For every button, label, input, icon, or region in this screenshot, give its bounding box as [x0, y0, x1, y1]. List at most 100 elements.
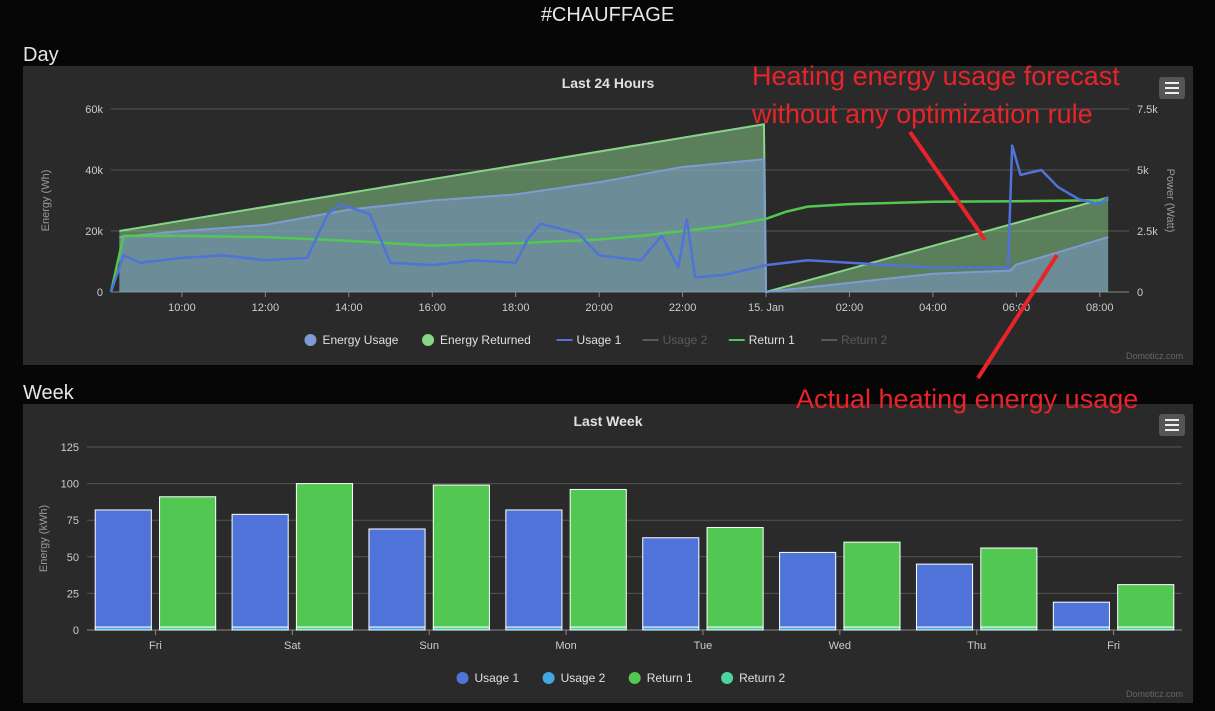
series-line-usage-1: [109, 144, 1109, 293]
x-tick-label: Thu: [967, 640, 986, 652]
section-label-day: Day: [23, 44, 59, 66]
legend-label: Energy Usage: [322, 333, 398, 347]
week-chart: Last Week 0 25 50 75 100 125 Energy (kWh) Fri Sat…: [38, 413, 1183, 699]
x-tick-label: 15. Jan: [748, 302, 784, 314]
bar-return-1: [159, 496, 217, 628]
legend-label: Usage 2: [663, 333, 708, 347]
series-line-return-1: [109, 198, 1109, 293]
y2-axis-label: Power (Watt): [1164, 169, 1176, 233]
bar-usage-2: [231, 626, 289, 631]
legend-item-usage-2[interactable]: Usage 2: [542, 671, 606, 685]
legend-item-usage-2[interactable]: Usage 2: [642, 333, 708, 347]
legend-item-energy-usage[interactable]: Energy Usage: [304, 333, 399, 347]
bar-return-2: [159, 626, 217, 631]
legend-label: Usage 1: [475, 671, 520, 685]
bar-return-2: [706, 626, 764, 631]
legend-label: Usage 2: [561, 671, 606, 685]
series-area-energy-usage: [119, 159, 1109, 292]
x-tick-label: 10:00: [168, 302, 196, 314]
day-chart: Last 24 Hours 0 20k 40k 60k 0 2.5k 5k 7.5k 10:00 1…: [40, 75, 1183, 361]
bar-usage-1: [1052, 601, 1110, 628]
y-axis-label: Energy (Wh): [40, 170, 52, 232]
x-tick-label: 14:00: [335, 302, 363, 314]
bar-usage-2: [368, 626, 426, 631]
bar-return-2: [295, 626, 354, 631]
bar-return-2: [432, 626, 490, 631]
legend-item-energy-returned[interactable]: Energy Returned: [422, 333, 531, 347]
x-tick-label: Fri: [149, 640, 162, 652]
y-tick-label: 100: [61, 479, 79, 491]
bar-return-1: [980, 547, 1038, 628]
y-tick-label: 0: [97, 287, 103, 299]
legend-label: Return 1: [749, 333, 795, 347]
bar-usage-2: [915, 626, 974, 631]
credits-label: Domoticz.com: [1126, 689, 1183, 699]
x-tick-label: 04:00: [919, 302, 947, 314]
y-tick-label: 60k: [85, 104, 103, 116]
bar-usage-1: [642, 537, 700, 628]
x-tick-label: 02:00: [836, 302, 864, 314]
legend-item-return-2[interactable]: Return 2: [821, 333, 888, 347]
day-chart-menu-icon[interactable]: [1159, 77, 1185, 99]
legend-symbol: [721, 672, 734, 684]
bar-return-1: [569, 488, 627, 628]
page-title: #CHAUFFAGE: [540, 4, 675, 26]
x-tick-label: 18:00: [502, 302, 530, 314]
y2-tick-label: 0: [1137, 287, 1143, 299]
legend-item-usage-1[interactable]: Usage 1: [556, 333, 622, 347]
x-tick-label: Tue: [694, 640, 713, 652]
bar-return-2: [569, 626, 627, 631]
legend-label: Return 2: [739, 671, 785, 685]
legend-symbol: [542, 672, 555, 684]
legend-item-usage-1[interactable]: Usage 1: [456, 671, 520, 685]
legend-symbol: [304, 334, 317, 346]
week-chart-title: Last Week: [574, 413, 643, 429]
x-tick-label: Mon: [555, 640, 576, 652]
bar-return-2: [1117, 626, 1175, 631]
y-tick-label: 125: [61, 442, 79, 454]
bar-usage-1: [779, 551, 837, 628]
y-axis-label: Energy (kWh): [38, 505, 50, 572]
x-tick-label: Fri: [1107, 640, 1120, 652]
legend-item-return-1[interactable]: Return 1: [728, 333, 795, 347]
legend-symbol: [422, 334, 435, 346]
x-tick-label: Sat: [284, 640, 301, 652]
bar-usage-1: [368, 528, 426, 628]
bar-usage-2: [642, 626, 700, 631]
bar-return-1: [432, 484, 490, 628]
y-tick-label: 50: [67, 552, 79, 564]
x-tick-label: 16:00: [418, 302, 446, 314]
x-tick-label: 12:00: [252, 302, 280, 314]
bar-return-2: [843, 626, 901, 631]
legend-label: Usage 1: [577, 333, 622, 347]
section-label-week: Week: [23, 382, 74, 404]
y-tick-label: 0: [73, 625, 79, 637]
legend-item-return-1[interactable]: Return 1: [628, 671, 693, 685]
week-chart-menu-icon[interactable]: [1159, 414, 1185, 436]
x-tick-label: Sun: [419, 640, 439, 652]
x-tick-label: 08:00: [1086, 302, 1114, 314]
y2-tick-label: 7.5k: [1137, 104, 1158, 116]
day-chart-panel: Last 24 Hours 0 20k 40k 60k 0 2.5k 5k 7.5k 10:00 1…: [23, 66, 1193, 365]
x-tick-label: Wed: [829, 640, 851, 652]
bar-return-1: [1117, 584, 1175, 628]
x-tick-label: 06:00: [1003, 302, 1031, 314]
y-tick-label: 25: [67, 588, 79, 600]
bar-usage-1: [505, 509, 563, 628]
x-tick-label: 22:00: [669, 302, 697, 314]
y-tick-label: 75: [67, 515, 79, 527]
legend-symbol: [628, 672, 641, 684]
x-tick-label: 20:00: [585, 302, 613, 314]
day-chart-title: Last 24 Hours: [562, 75, 655, 91]
bar-return-1: [843, 541, 901, 628]
bar-usage-1: [915, 563, 974, 628]
bar-return-1: [295, 483, 354, 628]
bar-return-2: [980, 626, 1038, 631]
legend-label: Return 1: [647, 671, 693, 685]
bar-usage-2: [1052, 626, 1110, 631]
bar-usage-2: [94, 626, 152, 631]
y-tick-label: 40k: [85, 165, 103, 177]
legend-label: Return 2: [841, 333, 887, 347]
bar-usage-2: [505, 626, 563, 631]
legend-item-return-2[interactable]: Return 2: [721, 671, 785, 685]
